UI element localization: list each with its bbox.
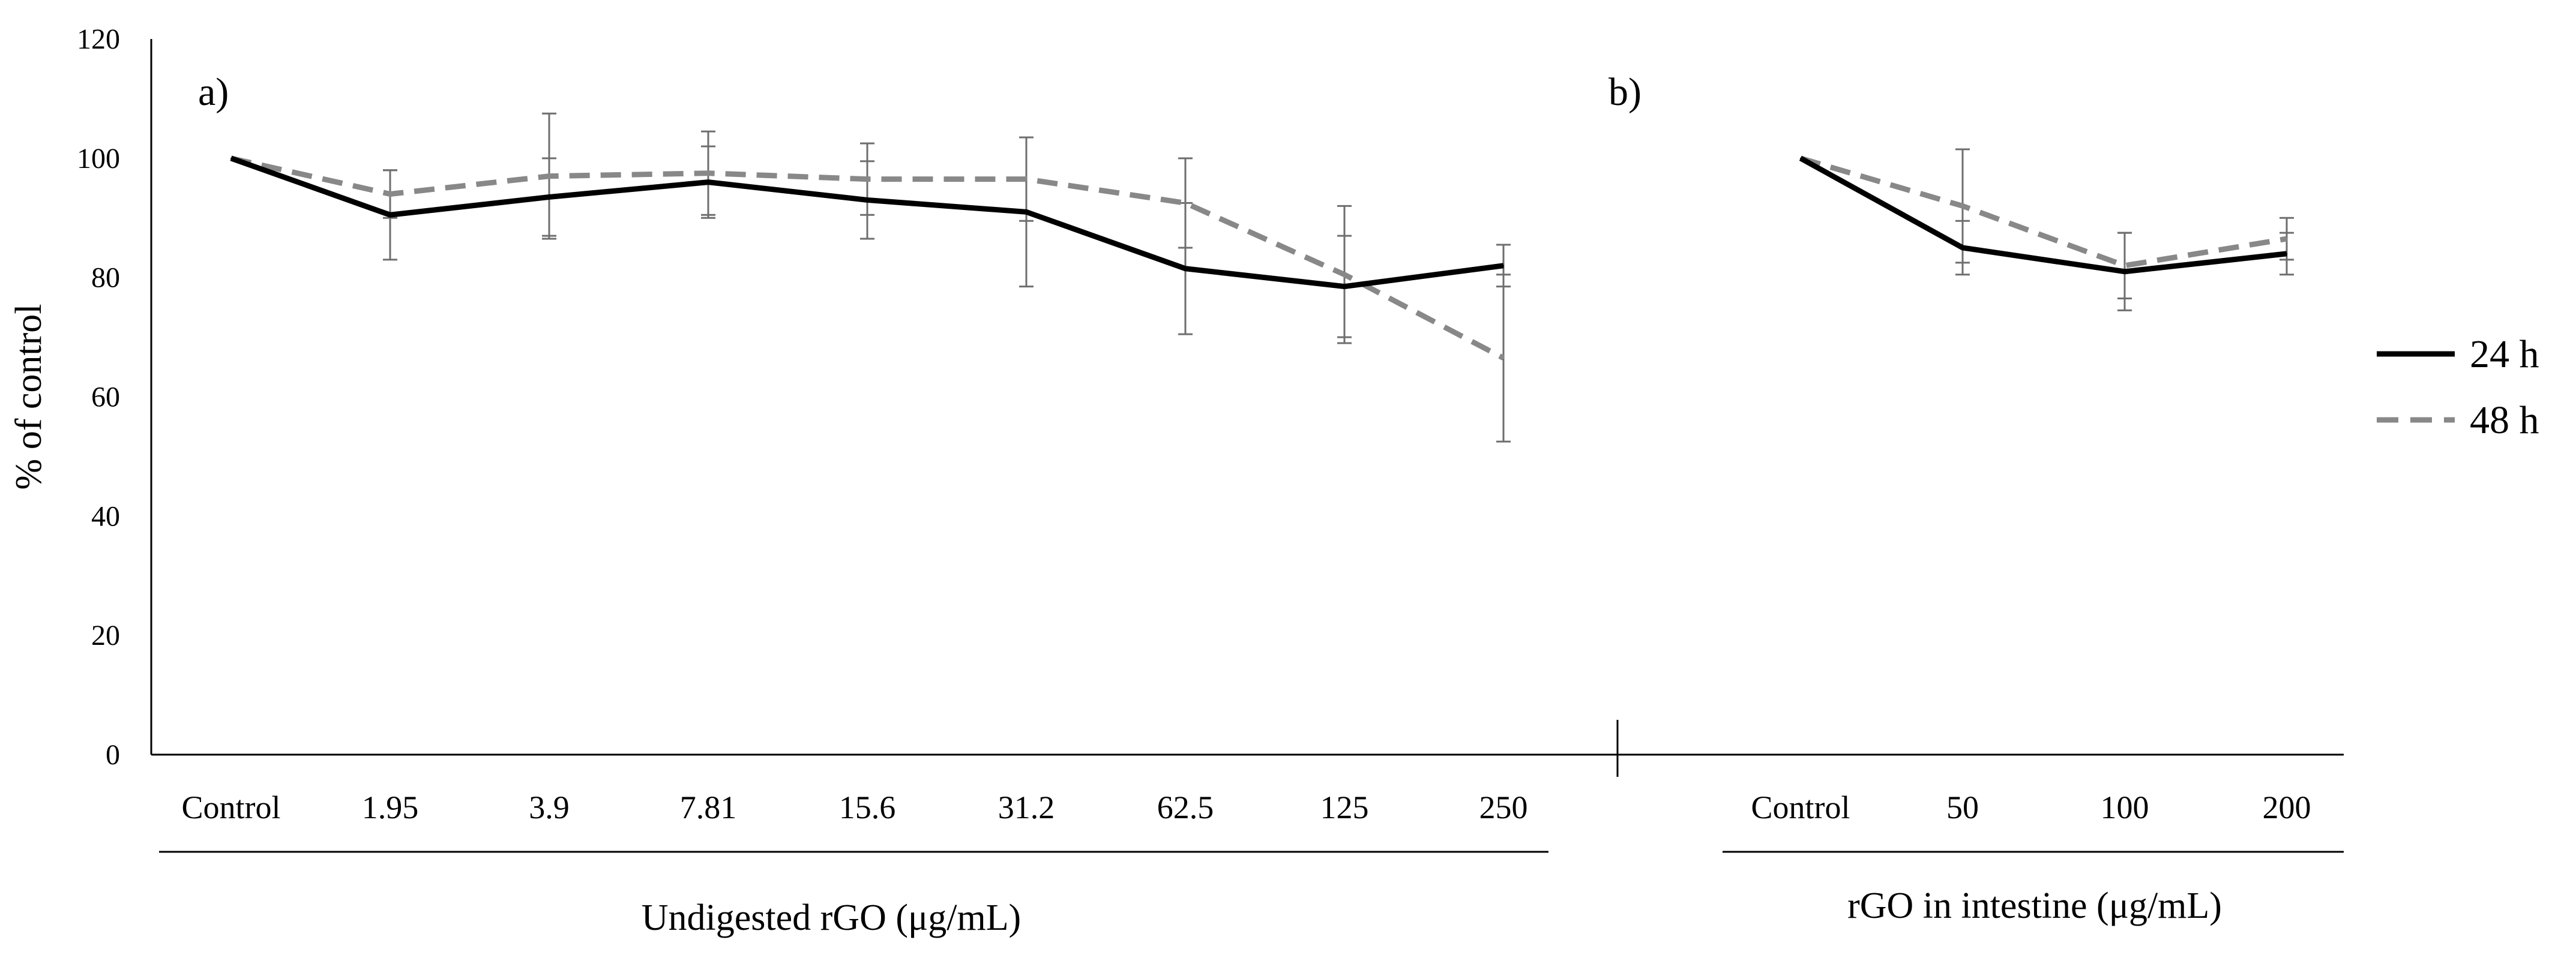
data-point [708, 181, 709, 183]
data-point [1800, 157, 1801, 159]
data-point [708, 172, 709, 174]
x-tick-label-a: 62.5 [1157, 789, 1214, 825]
x-axis-title-a: Undigested rGO (μg/mL) [642, 897, 1021, 938]
data-point [1503, 357, 1504, 359]
series-line-24h-b [1799, 155, 2287, 275]
data-point [1962, 247, 1963, 248]
x-axis-title-b: rGO in intestine (μg/mL) [1847, 885, 2222, 926]
x-tick-label-a: 1.95 [362, 789, 419, 825]
x-tick-label-a: 125 [1320, 789, 1369, 825]
x-tick-label-a: 31.2 [998, 789, 1055, 825]
data-point [2286, 238, 2287, 240]
data-point [1185, 202, 1186, 204]
data-point [230, 157, 232, 159]
y-tick-label: 20 [91, 620, 120, 651]
y-tick-label: 60 [91, 382, 120, 413]
panel-label-a: a) [198, 70, 229, 114]
data-point [867, 199, 868, 201]
y-axis-title: % of control [8, 304, 49, 490]
x-tick-label-a: 7.81 [680, 789, 737, 825]
data-point [549, 175, 550, 177]
legend-label: 48 h [2470, 398, 2539, 442]
data-point [2124, 271, 2125, 272]
x-tick-label-a: 3.9 [529, 789, 570, 825]
x-tick-label-b: 100 [2101, 789, 2149, 825]
y-tick-label: 80 [91, 262, 120, 294]
data-point [1344, 274, 1345, 275]
data-point [2124, 265, 2125, 266]
data-point [1185, 268, 1186, 269]
data-point [1962, 205, 1963, 207]
x-tick-label-a: 250 [1479, 789, 1528, 825]
series-line-48h-b [1799, 155, 2287, 269]
x-tick-label-a: 15.6 [839, 789, 896, 825]
legend-label: 24 h [2470, 332, 2539, 376]
data-point [2286, 253, 2287, 254]
data-point [549, 196, 550, 198]
data-point [390, 214, 391, 216]
x-tick-label-b: 50 [1946, 789, 1979, 825]
x-tick-label-b: 200 [2263, 789, 2311, 825]
panel-label-b: b) [1608, 70, 1642, 114]
data-point [1026, 178, 1027, 180]
y-tick-label: 120 [77, 23, 120, 55]
y-tick-label: 40 [91, 500, 120, 532]
data-point [867, 178, 868, 180]
data-point [1344, 286, 1345, 287]
data-point [390, 193, 391, 195]
data-point [1503, 265, 1504, 266]
y-tick-label: 100 [77, 143, 120, 175]
data-point [1026, 211, 1027, 213]
x-tick-label-b: Control [1751, 789, 1850, 825]
x-tick-label-a: Control [181, 789, 280, 825]
y-tick-label: 0 [106, 739, 120, 771]
